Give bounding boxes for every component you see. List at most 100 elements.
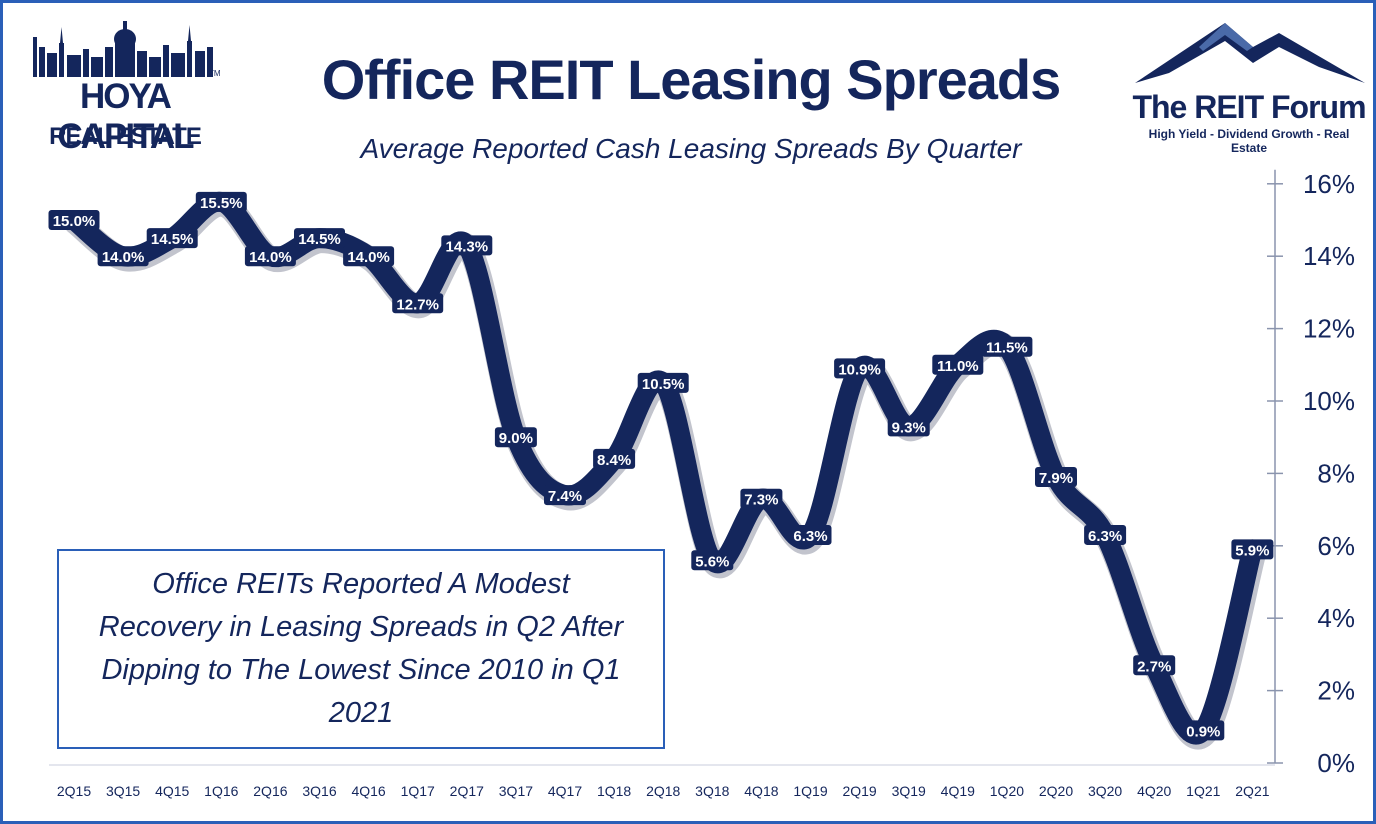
data-label-bg [294, 228, 345, 249]
y-tick-label: 6% [1317, 531, 1355, 561]
y-tick-label: 0% [1317, 748, 1355, 778]
data-label: 6.3% [1088, 528, 1122, 545]
x-tick-label: 3Q17 [499, 783, 533, 799]
data-point: 15.5% [195, 191, 247, 212]
data-label: 8.4% [597, 452, 631, 469]
chart-title: Office REIT Leasing Spreads [321, 48, 1062, 111]
data-label: 9.0% [499, 430, 533, 447]
data-label-bg [494, 427, 537, 448]
data-label: 2.7% [1137, 658, 1171, 675]
data-label: 6.3% [793, 528, 827, 545]
y-tick-label: 10% [1303, 386, 1355, 416]
x-tick-label: 1Q18 [597, 783, 631, 799]
y-tick-label: 14% [1303, 241, 1355, 271]
x-tick-label: 4Q18 [744, 783, 778, 799]
x-tick-label: 1Q16 [204, 783, 238, 799]
data-label: 0.9% [1186, 723, 1220, 740]
data-label: 9.3% [892, 419, 926, 436]
data-point: 14.0% [244, 246, 296, 267]
data-label: 14.3% [446, 238, 489, 255]
data-label-bg [441, 235, 493, 256]
y-tick-label: 16% [1303, 169, 1355, 199]
data-label: 10.5% [642, 376, 685, 393]
data-label-bg [146, 228, 198, 249]
data-label-bg [834, 358, 886, 379]
data-point: 0.9% [1182, 720, 1225, 741]
data-point: 8.4% [593, 448, 636, 469]
data-label-bg [392, 293, 444, 314]
data-point: 10.9% [834, 358, 886, 379]
data-label-bg [1182, 720, 1225, 741]
x-tick-label: 3Q15 [106, 783, 140, 799]
x-tick-label: 4Q15 [155, 783, 189, 799]
x-tick-label: 3Q18 [695, 783, 729, 799]
line-chart: 0% 2% 4% 6% 8% 10% 12% 14% 16% 15.0% 14.0% 14.5% 15… [48, 169, 1355, 799]
data-label: 15.5% [200, 195, 243, 212]
data-label: 14.5% [298, 231, 341, 248]
data-point: 14.5% [294, 228, 345, 249]
x-tick-label: 2Q17 [450, 783, 484, 799]
hoya-capital-logo: HOYA CAPITAL TM REAL ESTATE [25, 17, 225, 157]
annotation-box: Office REITs Reported A Modest Recovery … [57, 549, 665, 749]
x-tick-label: 1Q21 [1186, 783, 1220, 799]
data-label: 7.4% [548, 488, 582, 505]
x-tick-label: 2Q18 [646, 783, 680, 799]
skyline-icon [33, 21, 213, 77]
data-point: 14.5% [146, 228, 198, 249]
annotation-text: Office REITs Reported A Modest Recovery … [98, 568, 624, 729]
data-label-bg [789, 524, 832, 545]
data-label: 15.0% [53, 213, 96, 230]
data-point: 14.3% [441, 235, 493, 256]
data-point: 7.4% [544, 485, 586, 506]
data-label: 7.9% [1039, 470, 1073, 487]
data-label-bg [1084, 524, 1127, 545]
data-label: 7.3% [744, 492, 778, 509]
data-point: 2.7% [1133, 655, 1176, 676]
data-point: 5.9% [1231, 539, 1274, 560]
y-tick-label: 4% [1317, 603, 1355, 633]
data-point: 5.6% [691, 550, 734, 571]
data-point: 7.9% [1035, 467, 1077, 488]
real-estate-wordmark: REAL ESTATE [49, 123, 202, 150]
y-tick-label: 12% [1303, 314, 1355, 344]
data-point: 11.5% [981, 336, 1033, 357]
data-label: 10.9% [838, 361, 881, 378]
data-point: 14.0% [343, 246, 395, 267]
x-tick-label: 3Q16 [302, 783, 336, 799]
data-label-bg [637, 372, 689, 393]
y-tick-label: 2% [1317, 676, 1355, 706]
x-tick-label: 1Q19 [793, 783, 827, 799]
data-label-bg [691, 550, 734, 571]
data-label-bg [740, 488, 783, 509]
data-label: 14.5% [151, 231, 194, 248]
x-tick-label: 4Q20 [1137, 783, 1171, 799]
data-label-bg [48, 210, 100, 230]
reit-forum-logo: The REIT Forum High Yield - Dividend Gro… [1129, 17, 1369, 155]
data-label-bg [1231, 539, 1274, 560]
data-label: 14.0% [249, 249, 292, 266]
data-point: 6.3% [1084, 524, 1127, 545]
data-label: 14.0% [347, 249, 390, 266]
data-label: 11.5% [986, 340, 1028, 357]
data-point: 14.0% [97, 246, 149, 267]
x-tick-label: 2Q21 [1235, 783, 1269, 799]
data-label: 14.0% [102, 249, 145, 266]
data-label-bg [1035, 467, 1077, 488]
x-tick-label: 3Q19 [892, 783, 926, 799]
data-point: 6.3% [789, 524, 832, 545]
data-label-bg [195, 191, 247, 212]
x-tick-label: 4Q16 [351, 783, 385, 799]
data-label-bg [343, 246, 395, 267]
data-label-bg [97, 246, 149, 267]
x-tick-label: 4Q17 [548, 783, 582, 799]
data-label: 12.7% [396, 296, 439, 313]
data-label: 5.9% [1235, 542, 1269, 559]
data-point: 7.3% [740, 488, 783, 509]
reit-forum-wordmark: The REIT Forum [1132, 89, 1366, 125]
reit-forum-tagline: High Yield - Dividend Growth - Real Esta… [1148, 127, 1350, 155]
data-label: 11.0% [937, 358, 979, 375]
chart-subtitle: Average Reported Cash Leasing Spreads By… [360, 133, 1022, 164]
data-point: 9.3% [887, 416, 930, 437]
trademark-mark: TM [209, 69, 221, 78]
